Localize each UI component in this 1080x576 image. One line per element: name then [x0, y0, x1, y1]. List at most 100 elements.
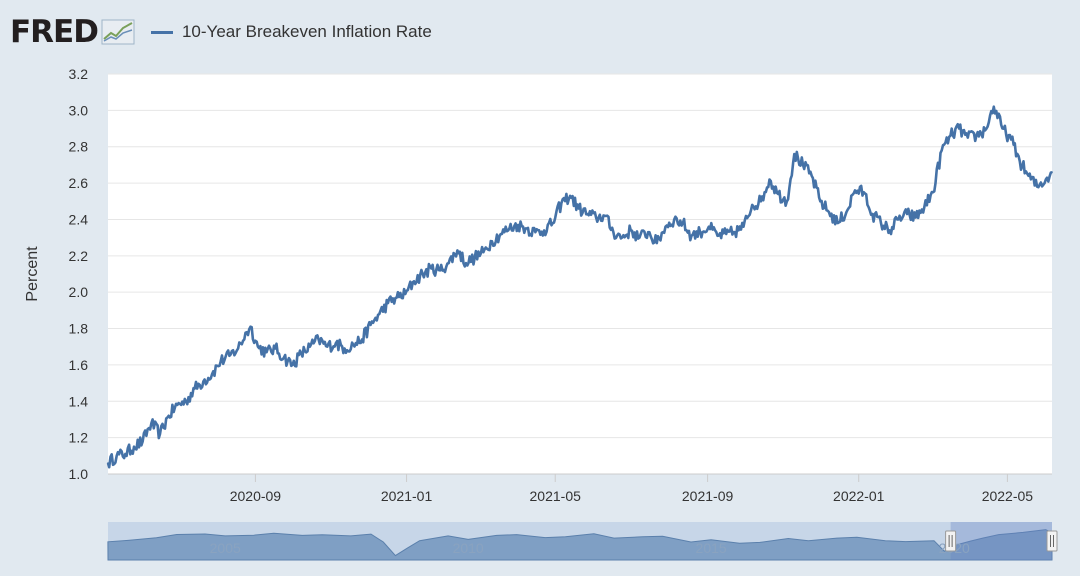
data-point: [880, 222, 882, 224]
y-tick-label: 2.8: [69, 139, 89, 155]
data-point: [914, 216, 917, 219]
data-point: [673, 218, 676, 221]
data-point: [167, 414, 170, 417]
data-point: [491, 240, 493, 243]
x-tick-label: 2021-09: [682, 488, 734, 504]
data-point: [940, 149, 943, 152]
x-tick-label: 2020-09: [230, 488, 282, 504]
data-point: [245, 331, 248, 334]
data-point: [1018, 160, 1021, 163]
data-point: [854, 189, 856, 192]
y-tick-label: 2.0: [69, 284, 89, 300]
data-point: [525, 227, 528, 230]
x-axis-ticks: 2020-09 2021-01 2021-05 2021-09 2022-01 2022-…: [230, 474, 1034, 504]
data-point: [612, 231, 615, 234]
fred-logo[interactable]: FRED: [10, 13, 99, 50]
data-point: [836, 222, 839, 224]
x-tick-label: 2021-05: [530, 488, 582, 504]
data-point: [202, 380, 205, 383]
data-point: [984, 129, 987, 132]
data-point: [219, 360, 222, 363]
plot-background: [108, 74, 1052, 474]
x-tick-label: 2022-01: [833, 488, 885, 504]
data-point: [352, 344, 355, 346]
data-point: [335, 342, 337, 344]
data-point: [603, 214, 606, 217]
data-point: [193, 387, 196, 390]
data-point: [482, 251, 485, 254]
data-point: [777, 193, 780, 195]
data-point: [141, 440, 144, 443]
y-tick-label: 3.0: [69, 102, 89, 118]
data-point: [551, 222, 554, 224]
chart-container: 1.0 1.2 1.4 1.6 1.8 2.0 2.2 2.4 2.6 2.8 3.0 3.2 202…: [4, 4, 1076, 572]
data-point: [1044, 178, 1047, 181]
data-point: [430, 267, 433, 270]
navigator-left-handle[interactable]: [945, 530, 957, 552]
trend-chart-icon: [101, 19, 135, 45]
data-point: [237, 347, 239, 350]
y-tick-label: 2.6: [69, 175, 89, 191]
data-point: [115, 454, 118, 457]
data-point: [638, 236, 641, 239]
data-point: [421, 273, 424, 275]
y-tick-label: 1.4: [69, 393, 89, 409]
data-point: [300, 353, 303, 355]
data-point: [543, 229, 545, 232]
data-point: [949, 134, 952, 137]
data-point: [664, 225, 667, 228]
y-tick-label: 3.2: [69, 66, 89, 82]
data-point: [274, 347, 277, 350]
data-point: [343, 347, 346, 350]
data-point: [569, 194, 571, 197]
data-point: [1051, 171, 1053, 174]
data-point: [742, 225, 745, 228]
range-navigator[interactable]: 2005201020152020: [107, 522, 1058, 561]
data-point: [681, 222, 684, 224]
data-point: [124, 453, 127, 455]
data-point: [1036, 185, 1039, 188]
data-point: [159, 433, 161, 435]
navigator-selection[interactable]: [950, 522, 1052, 560]
navigator-series: [107, 529, 1053, 561]
data-point: [133, 445, 135, 448]
data-point: [560, 202, 563, 204]
data-point: [629, 229, 632, 232]
y-tick-label: 1.6: [69, 357, 89, 373]
data-point: [249, 325, 252, 328]
y-axis-ticks: 1.0 1.2 1.4 1.6 1.8 2.0 2.2 2.4 2.6 2.8 3.0 3.2: [69, 66, 89, 482]
navigator-tick-label: 2010: [453, 540, 484, 556]
legend-label[interactable]: 10-Year Breakeven Inflation Rate: [181, 22, 432, 41]
data-point: [456, 249, 459, 252]
data-point: [733, 231, 736, 234]
data-point: [413, 280, 415, 283]
series-points: [107, 105, 1053, 464]
data-point: [906, 213, 908, 215]
data-point: [655, 242, 658, 244]
chart-canvas: 1.0 1.2 1.4 1.6 1.8 2.0 2.2 2.4 2.6 2.8 3.0 3.2 202…: [24, 66, 1058, 561]
x-tick-label: 2021-01: [381, 488, 433, 504]
data-point: [932, 191, 934, 194]
data-point: [499, 233, 502, 235]
data-point: [958, 127, 960, 130]
data-point: [1027, 174, 1030, 177]
data-point: [586, 213, 589, 215]
data-point: [966, 136, 969, 139]
data-point: [326, 345, 329, 348]
data-point: [176, 404, 179, 406]
data-point: [473, 256, 476, 259]
data-point: [265, 351, 268, 354]
data-point: [404, 293, 407, 295]
series-line: [106, 105, 1053, 469]
data-point: [185, 400, 187, 403]
x-tick-label: 2022-05: [982, 488, 1034, 504]
navigator-right-handle[interactable]: [1046, 530, 1058, 552]
data-point: [793, 153, 796, 155]
data-point: [751, 204, 754, 206]
navigator-tick-label: 2005: [210, 540, 241, 556]
data-point: [785, 200, 788, 203]
navigator-tick-label: 2015: [696, 540, 727, 556]
data-point: [923, 205, 926, 208]
data-point: [810, 174, 813, 177]
data-point: [283, 356, 285, 359]
